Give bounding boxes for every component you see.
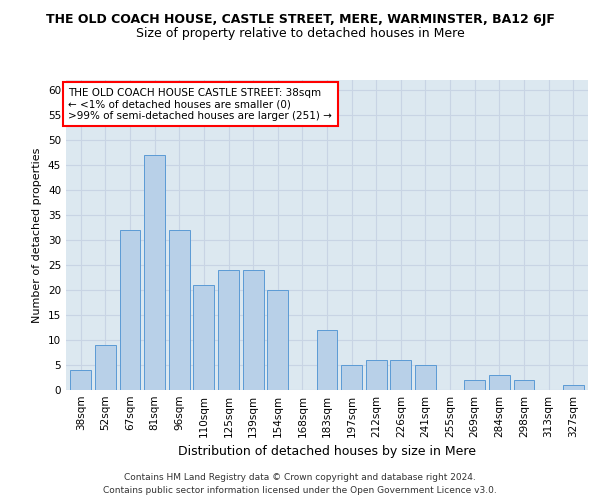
Bar <box>563 385 584 390</box>
Bar <box>144 155 165 390</box>
Bar <box>366 360 387 390</box>
Bar <box>242 270 263 390</box>
Y-axis label: Number of detached properties: Number of detached properties <box>32 148 43 322</box>
Bar <box>341 365 362 390</box>
Text: Size of property relative to detached houses in Mere: Size of property relative to detached ho… <box>136 28 464 40</box>
Bar <box>391 360 412 390</box>
Bar <box>70 370 91 390</box>
Bar <box>415 365 436 390</box>
Bar <box>169 230 190 390</box>
Text: Contains HM Land Registry data © Crown copyright and database right 2024.: Contains HM Land Registry data © Crown c… <box>124 472 476 482</box>
Bar <box>267 290 288 390</box>
Bar <box>95 345 116 390</box>
Bar <box>119 230 140 390</box>
X-axis label: Distribution of detached houses by size in Mere: Distribution of detached houses by size … <box>178 446 476 458</box>
Text: THE OLD COACH HOUSE CASTLE STREET: 38sqm
← <1% of detached houses are smaller (0: THE OLD COACH HOUSE CASTLE STREET: 38sqm… <box>68 88 332 120</box>
Bar <box>464 380 485 390</box>
Bar <box>514 380 535 390</box>
Text: Contains public sector information licensed under the Open Government Licence v3: Contains public sector information licen… <box>103 486 497 495</box>
Bar <box>489 375 510 390</box>
Text: THE OLD COACH HOUSE, CASTLE STREET, MERE, WARMINSTER, BA12 6JF: THE OLD COACH HOUSE, CASTLE STREET, MERE… <box>46 12 554 26</box>
Bar <box>218 270 239 390</box>
Bar <box>193 285 214 390</box>
Bar <box>317 330 337 390</box>
